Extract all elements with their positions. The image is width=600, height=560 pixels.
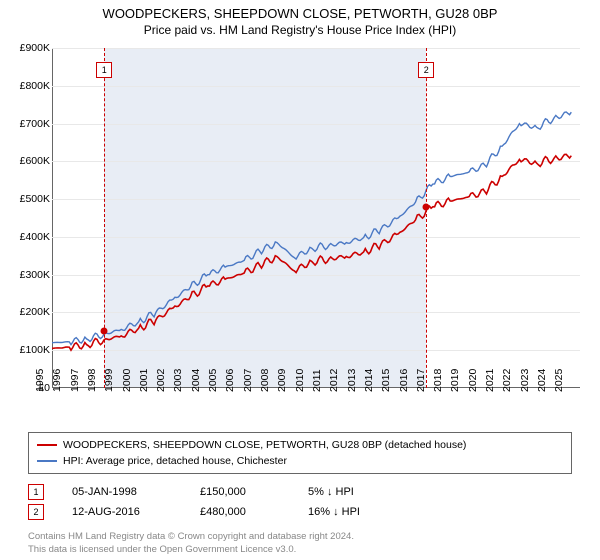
sale-price: £150,000 [200,486,280,498]
y-axis-label: £500K [20,193,50,205]
legend-row: WOODPECKERS, SHEEPDOWN CLOSE, PETWORTH, … [37,437,563,453]
sale-point [101,328,108,335]
x-axis-label: 2003 [172,369,184,392]
footer-line-2: This data is licensed under the Open Gov… [28,544,354,556]
sale-marker: 1 [28,484,44,500]
x-axis-label: 2012 [328,369,340,392]
x-axis-label: 2002 [155,369,167,392]
y-axis-label: £900K [20,42,50,54]
sales-row: 2 12-AUG-2016 £480,000 16% ↓ HPI [28,502,572,522]
x-axis-label: 2022 [501,369,513,392]
chart-plot-area: £0£100K£200K£300K£400K£500K£600K£700K£80… [52,48,580,388]
marker-line [104,48,105,388]
x-axis-label: 2021 [484,369,496,392]
y-axis-label: £300K [20,269,50,281]
marker-box: 1 [96,62,112,78]
footer-line-1: Contains HM Land Registry data © Crown c… [28,531,354,543]
legend-box: WOODPECKERS, SHEEPDOWN CLOSE, PETWORTH, … [28,432,572,474]
x-axis-label: 1998 [86,369,98,392]
sale-diff: 16% ↓ HPI [308,506,398,518]
sale-diff: 5% ↓ HPI [308,486,398,498]
sale-marker: 2 [28,504,44,520]
footer-attribution: Contains HM Land Registry data © Crown c… [28,531,354,556]
x-axis-label: 2013 [346,369,358,392]
sales-table: 1 05-JAN-1998 £150,000 5% ↓ HPI 2 12-AUG-2016… [28,482,572,522]
x-axis-label: 2020 [467,369,479,392]
y-axis-label: £100K [20,344,50,356]
chart-title: WOODPECKERS, SHEEPDOWN CLOSE, PETWORTH, … [0,6,600,21]
title-block: WOODPECKERS, SHEEPDOWN CLOSE, PETWORTH, … [0,0,600,37]
y-axis-label: £600K [20,155,50,167]
x-axis-label: 2000 [121,369,133,392]
x-axis-label: 2006 [224,369,236,392]
x-axis-label: 1997 [69,369,81,392]
chart-container: WOODPECKERS, SHEEPDOWN CLOSE, PETWORTH, … [0,0,600,560]
x-axis-label: 2008 [259,369,271,392]
y-axis-label: £800K [20,80,50,92]
marker-box: 2 [418,62,434,78]
x-axis-label: 2004 [190,369,202,392]
x-axis-label: 2018 [432,369,444,392]
legend-label: HPI: Average price, detached house, Chic… [63,455,287,467]
sale-price: £480,000 [200,506,280,518]
x-axis-label: 2015 [380,369,392,392]
y-axis-label: £400K [20,231,50,243]
legend-swatch [37,460,57,462]
sale-date: 05-JAN-1998 [72,486,172,498]
x-axis-label: 2010 [294,369,306,392]
series-hpi [52,112,571,345]
x-axis-label: 1996 [51,369,63,392]
series-price [52,154,571,350]
x-axis-label: 2016 [398,369,410,392]
x-axis-label: 2005 [207,369,219,392]
sale-point [423,203,430,210]
x-axis-label: 2017 [415,369,427,392]
x-axis-label: 2007 [242,369,254,392]
x-axis-label: 2014 [363,369,375,392]
legend-swatch [37,444,57,446]
legend-block: WOODPECKERS, SHEEPDOWN CLOSE, PETWORTH, … [28,432,572,522]
sale-date: 12-AUG-2016 [72,506,172,518]
x-axis-label: 1995 [34,369,46,392]
y-axis-label: £200K [20,306,50,318]
x-axis-label: 2025 [553,369,565,392]
x-axis-label: 2001 [138,369,150,392]
marker-line [426,48,427,388]
sales-row: 1 05-JAN-1998 £150,000 5% ↓ HPI [28,482,572,502]
x-axis-label: 2009 [276,369,288,392]
x-axis-label: 2024 [536,369,548,392]
chart-subtitle: Price paid vs. HM Land Registry's House … [0,23,600,37]
x-axis-label: 2023 [519,369,531,392]
x-axis-label: 2019 [449,369,461,392]
legend-label: WOODPECKERS, SHEEPDOWN CLOSE, PETWORTH, … [63,439,466,451]
legend-row: HPI: Average price, detached house, Chic… [37,453,563,469]
y-axis-label: £700K [20,118,50,130]
x-axis-label: 2011 [311,369,323,392]
line-series-svg [52,48,580,388]
